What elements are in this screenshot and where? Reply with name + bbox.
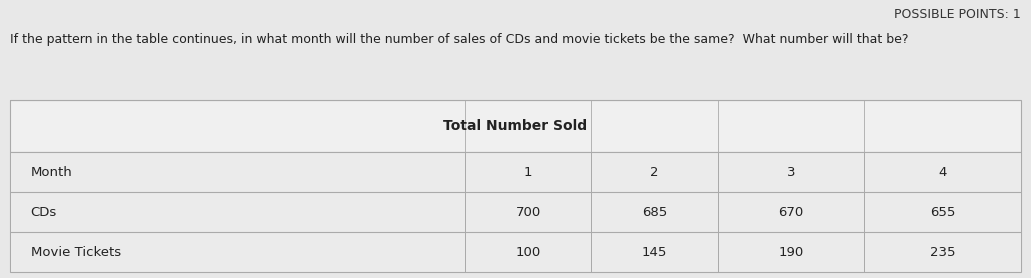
Text: CDs: CDs <box>31 206 57 219</box>
Bar <box>591 232 718 272</box>
Text: 190: 190 <box>778 246 803 259</box>
Text: 1: 1 <box>524 165 532 178</box>
Text: Movie Tickets: Movie Tickets <box>31 246 121 259</box>
Bar <box>10 100 1021 152</box>
Bar <box>10 232 465 272</box>
Text: Month: Month <box>31 165 72 178</box>
Bar <box>10 192 465 232</box>
Text: 100: 100 <box>516 246 540 259</box>
Bar <box>591 152 718 192</box>
Bar <box>465 232 591 272</box>
Text: 2: 2 <box>651 165 659 178</box>
Bar <box>864 232 1021 272</box>
Bar <box>718 232 864 272</box>
Bar <box>465 152 591 192</box>
Text: 145: 145 <box>641 246 667 259</box>
Bar <box>718 192 864 232</box>
Text: 670: 670 <box>778 206 803 219</box>
Text: POSSIBLE POINTS: 1: POSSIBLE POINTS: 1 <box>894 8 1021 21</box>
Bar <box>465 192 591 232</box>
Text: 655: 655 <box>930 206 955 219</box>
Text: If the pattern in the table continues, in what month will the number of sales of: If the pattern in the table continues, i… <box>10 33 908 46</box>
Text: 3: 3 <box>787 165 795 178</box>
Bar <box>591 192 718 232</box>
Text: 700: 700 <box>516 206 540 219</box>
Text: 4: 4 <box>938 165 946 178</box>
Text: 685: 685 <box>642 206 667 219</box>
Text: 235: 235 <box>930 246 955 259</box>
Bar <box>864 192 1021 232</box>
Bar <box>718 152 864 192</box>
Text: Total Number Sold: Total Number Sold <box>443 119 588 133</box>
Bar <box>10 152 465 192</box>
Bar <box>864 152 1021 192</box>
